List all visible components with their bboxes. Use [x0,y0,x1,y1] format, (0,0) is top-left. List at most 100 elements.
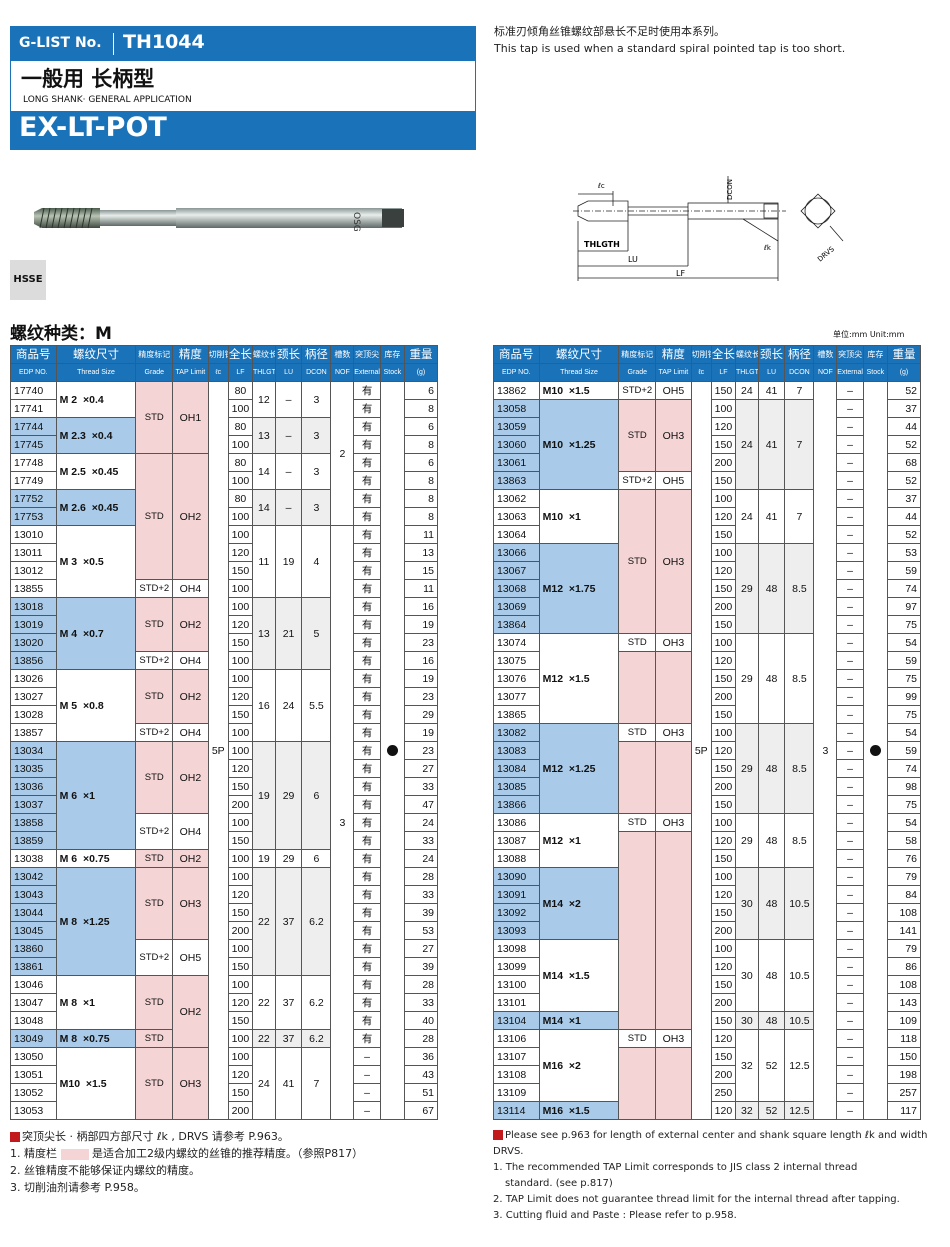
grade-cell: STD [135,453,174,580]
tap-limit-cell: OH2 [172,597,209,652]
notes-en: Please see p.963 for length of external … [493,1128,950,1224]
external-center-cell: 有 [353,1011,381,1030]
table-row: 17753 100 有 8 [10,507,439,526]
nof-cell: 3 [813,381,838,1120]
thread-size-cell: M 2.6 ×0.45 [55,489,137,526]
external-center-cell: – [836,813,864,832]
lu-cell: 52 [757,1101,786,1120]
tap-limit-cell: OH3 [655,399,692,472]
table-row: 13859 150 有 33 [10,831,439,850]
lf-cell: 150 [710,525,736,544]
thread-size-cell: M 2.3 ×0.4 [55,417,137,454]
weight-cell: 117 [886,1101,922,1120]
lf-cell: 100 [227,867,253,886]
edp-cell: 17745 [10,435,57,454]
note-cn-3: 3. 切削油剂请参考 P.958。 [10,1181,145,1194]
tap-limit-cell: OH3 [655,489,692,634]
dcon-cell: 5 [301,597,332,670]
external-center-cell: 有 [353,939,381,958]
edp-cell: 13858 [10,813,57,832]
weight-cell: 19 [403,615,439,634]
lf-cell: 100 [227,507,253,526]
title-chinese: 一般用 长柄型 [21,67,155,91]
header-lu: 颈长 [757,345,786,364]
thlgth-cell: 29 [734,543,759,634]
edp-cell: 13865 [493,705,540,724]
weight-cell: 33 [403,831,439,850]
header-lf: 全长 [227,345,253,364]
lf-cell: 80 [227,417,253,436]
table-row: 13864 150 – 75 [493,615,922,634]
table-row: 13048 150 有 40 [10,1011,439,1030]
note-cn-0: 突顶尖长 · 柄部四方部尺寸 ℓk , DRVS 请参考 P.963。 [10,1128,363,1145]
external-center-cell: – [353,1065,381,1084]
lu-cell: 48 [757,939,786,1012]
external-center-cell: 有 [353,543,381,562]
lf-cell: 100 [227,435,253,454]
edp-cell: 13035 [10,759,57,778]
lf-cell: 150 [710,705,736,724]
edp-cell: 13866 [493,795,540,814]
external-center-cell: 有 [353,435,381,454]
edp-cell: 13038 [10,849,57,868]
edp-cell: 13067 [493,561,540,580]
lf-cell: 100 [710,633,736,652]
header-edp-en: EDP NO. [10,363,57,382]
thread-size-cell: M14 ×1 [538,1011,620,1030]
weight-cell: 16 [403,597,439,616]
header-stock-en: Stock [862,363,888,382]
external-center-cell: – [836,993,864,1012]
lf-cell: 100 [227,939,253,958]
table-row: 13077 200 – 99 [493,687,922,706]
weight-cell: 98 [886,777,922,796]
external-center-cell: – [836,1047,864,1066]
glist-label: G-LIST No. [19,35,102,51]
lf-cell: 120 [710,651,736,670]
weight-cell: 74 [886,759,922,778]
tap-limit-cell: OH3 [655,813,692,832]
thlgth-cell: 32 [734,1101,759,1120]
thread-size-cell: M 2 ×0.4 [55,381,137,418]
thlgth-cell: 24 [251,1047,276,1120]
dcon-cell: 8.5 [784,813,815,868]
weight-cell: 109 [886,1011,922,1030]
external-center-cell: – [836,1083,864,1102]
external-center-cell: – [836,741,864,760]
grade-cell: STD+2 [135,579,174,598]
external-center-cell: 有 [353,615,381,634]
weight-cell: 8 [403,399,439,418]
table-row: 13100 150 – 108 [493,975,922,994]
grade-cell: STD+2 [135,813,174,850]
lf-cell: 150 [710,615,736,634]
weight-cell: 141 [886,921,922,940]
edp-cell: 17752 [10,489,57,508]
lf-cell: 100 [227,1029,253,1048]
dcon-cell: 6.2 [301,867,332,976]
header-stock: 库存 [379,345,405,364]
edp-cell: 13053 [10,1101,57,1120]
tap-limit-cell: OH4 [172,813,209,850]
tap-limit-cell: OH4 [172,723,209,742]
table-row: 13061 200 – 68 [493,453,922,472]
label-dcon: DCON [726,179,734,200]
label-lf: LF [676,269,685,278]
header-nof-en: NOF [330,363,355,382]
weight-cell: 75 [886,669,922,688]
lf-cell: 100 [710,723,736,742]
thread-lines [39,207,93,229]
header-dcon-en: DCON [301,363,332,382]
weight-cell: 58 [886,831,922,850]
thread-size-cell: M 8 ×1 [55,975,137,1030]
weight-cell: 67 [403,1101,439,1120]
weight-cell: 79 [886,867,922,886]
series-name: EX-LT-POT [11,111,475,149]
thread-size-cell: M10 ×1.5 [55,1047,137,1120]
title-english: LONG SHANK· GENERAL APPLICATION [23,95,192,105]
dcon-cell: 6.2 [301,1029,332,1048]
lu-cell: 37 [274,867,303,976]
lf-cell: 120 [710,507,736,526]
grade-cell: STD [135,597,174,652]
weight-cell: 37 [886,399,922,418]
weight-cell: 33 [403,777,439,796]
dcon-cell: 10.5 [784,939,815,1012]
